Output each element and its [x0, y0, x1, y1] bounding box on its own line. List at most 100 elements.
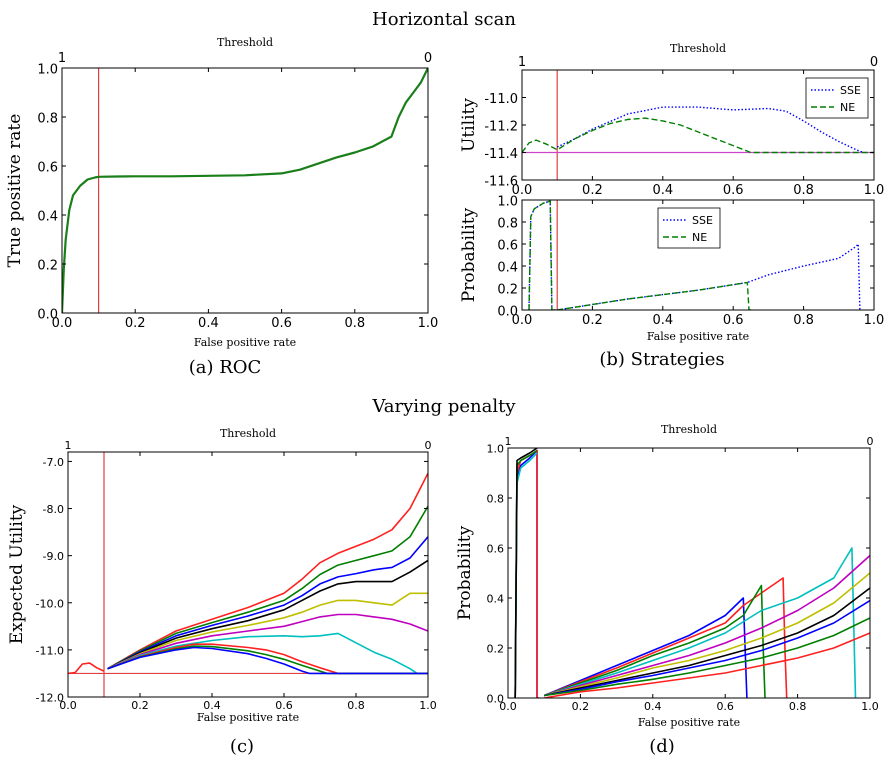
legend: SSE NE	[805, 77, 869, 119]
top-tick-label-right: 0	[424, 51, 432, 66]
x-tick-label: 0.4	[652, 313, 673, 328]
chart-title: Threshold	[217, 36, 273, 49]
y-axis-label: Probability	[455, 525, 475, 620]
y-tick-label: -11.4	[484, 147, 518, 162]
x-tick-label: 0.8	[793, 183, 814, 198]
legend-label-sse: SSE	[692, 214, 713, 227]
legend-label-ne: NE	[840, 101, 855, 114]
y-tick-label: 0.0	[37, 308, 58, 323]
series-line-10	[107, 646, 428, 675]
y-tick-label: 0.4	[487, 593, 505, 606]
series-line-0	[514, 449, 539, 698]
y-tick-label: 0.0	[497, 305, 518, 320]
legend-label-ne: NE	[692, 231, 707, 244]
series-line-7	[543, 584, 766, 698]
x-axis-label: False positive rate	[647, 330, 749, 343]
series-line-11	[544, 587, 870, 697]
series-line-3	[514, 449, 538, 698]
series-line-5	[107, 592, 428, 670]
series-line-6	[107, 613, 428, 670]
y-tick-label: -11.0	[36, 644, 64, 657]
x-tick-label: 0.8	[793, 313, 814, 328]
x-tick-label: 1.0	[864, 313, 885, 328]
y-axis-label: Utility	[459, 98, 479, 152]
x-axis-label: False positive rate	[638, 716, 740, 729]
x-tick-label: 0.2	[125, 316, 146, 331]
y-tick-label: 1.0	[487, 443, 505, 456]
section-title-horizontal-scan: Horizontal scan	[372, 9, 516, 30]
x-tick-label: 1.0	[861, 700, 879, 713]
y-tick-label: 0.4	[497, 261, 518, 276]
y-axis-label: Probability	[459, 207, 479, 302]
axes-frame	[61, 67, 429, 314]
x-tick-label: 0.0	[52, 316, 73, 331]
axes-frame	[67, 451, 429, 698]
series-line-12	[544, 599, 870, 697]
x-tick-label: 0.8	[789, 700, 807, 713]
x-axis-label: False positive rate	[194, 336, 296, 349]
top-tick-label-left: 1	[505, 435, 512, 448]
x-tick-label: 0.6	[723, 183, 744, 198]
chart-penalty-utility: 0.0 0.2 0.4 0.6 0.8 1.0 -12.0 -11.0 -10.0 -9.0 -8.…	[7, 427, 437, 724]
chart-roc: 0.0 0.2 0.4 0.6 0.8 1.0 0.0 0.2 0.4 0.6 0.8 1.0 Thre…	[5, 36, 438, 349]
y-tick-label: -7.0	[43, 456, 64, 469]
series-line-13	[544, 617, 870, 697]
y-tick-label: 0.8	[497, 217, 518, 232]
x-tick-label: 0.6	[723, 313, 744, 328]
x-tick-label: 0.0	[512, 183, 533, 198]
x-tick-label: 0.0	[512, 313, 533, 328]
series-line-sse	[556, 106, 864, 154]
series-line-7	[107, 632, 418, 675]
x-tick-label: 0.2	[582, 183, 603, 198]
y-tick-label: -11.0	[484, 92, 518, 107]
y-tick-label: 0.8	[487, 493, 505, 506]
x-tick-label: 0.2	[572, 700, 590, 713]
x-tick-label: 0.8	[344, 316, 365, 331]
series-line-2	[514, 452, 538, 698]
x-tick-label: 0.8	[347, 699, 365, 712]
series-line-8	[543, 547, 857, 698]
axes-frame	[521, 199, 875, 311]
series-line-5	[543, 597, 748, 698]
chart-strategies-probability: 0.0 0.2 0.4 0.6 0.8 1.0 0.0 0.2 0.4 0.6 0.8 1.0 Fals…	[459, 195, 884, 344]
y-tick-label: 0.0	[487, 693, 505, 706]
series-line-4	[514, 448, 538, 698]
y-tick-label: -10.0	[36, 597, 64, 610]
y-tick-label: -9.0	[43, 550, 64, 563]
x-tick-label: 0.2	[131, 699, 149, 712]
caption-d: (d)	[649, 736, 675, 757]
x-tick-label: 0.0	[499, 700, 517, 713]
x-tick-label: 1.0	[864, 183, 885, 198]
y-tick-label: -8.0	[43, 503, 64, 516]
series-line-9	[543, 554, 870, 697]
series-line-8	[107, 643, 428, 675]
x-tick-label: 0.2	[582, 313, 603, 328]
y-tick-label: 1.0	[497, 195, 518, 210]
chart-penalty-probability: 0.0 0.2 0.4 0.6 0.8 1.0 0.0 0.2 0.4 0.6 0.8 1.0 Thre…	[455, 423, 879, 729]
y-tick-label: 0.4	[37, 210, 58, 225]
y-tick-label: 1.0	[37, 63, 58, 78]
series-line-3	[107, 536, 428, 670]
y-tick-label: 0.2	[487, 643, 505, 656]
legend: SSE NE	[657, 207, 721, 249]
axes-frame	[507, 447, 871, 699]
y-tick-label: -11.2	[484, 120, 518, 135]
x-tick-label: 0.0	[59, 699, 77, 712]
y-tick-label: 0.6	[37, 161, 58, 176]
legend-label-sse: SSE	[840, 84, 861, 97]
y-tick-label: 0.6	[487, 543, 505, 556]
x-axis-label: False positive rate	[197, 711, 299, 724]
x-tick-label: 0.6	[271, 316, 292, 331]
chart-title: Threshold	[661, 423, 717, 436]
series-line-ne	[522, 117, 874, 154]
top-tick-label-left: 1	[518, 55, 526, 70]
series-line-6	[543, 577, 788, 698]
y-axis-label: Expected Utility	[7, 504, 27, 644]
series-line-14	[544, 632, 870, 698]
series-line-0	[62, 68, 428, 313]
series-line-ne	[528, 200, 755, 310]
series-line-1	[514, 449, 539, 698]
series-line-10	[544, 572, 870, 697]
series-line-2	[107, 505, 428, 670]
